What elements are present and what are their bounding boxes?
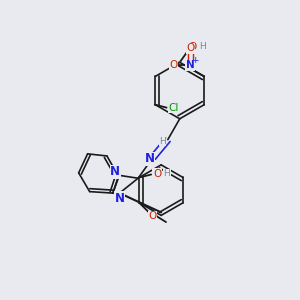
Text: O: O xyxy=(153,169,161,178)
Text: O: O xyxy=(186,43,194,53)
Text: O: O xyxy=(148,211,157,221)
Text: N: N xyxy=(110,165,120,178)
Text: -: - xyxy=(177,56,181,66)
Text: O: O xyxy=(188,43,196,52)
Text: +: + xyxy=(191,56,199,65)
Text: O: O xyxy=(169,60,178,70)
Text: N: N xyxy=(144,152,154,165)
Text: N: N xyxy=(115,192,124,205)
Text: H: H xyxy=(199,42,206,51)
Text: H: H xyxy=(159,136,166,146)
Text: N: N xyxy=(186,60,195,70)
Text: Cl: Cl xyxy=(169,103,179,112)
Text: H: H xyxy=(164,169,170,178)
